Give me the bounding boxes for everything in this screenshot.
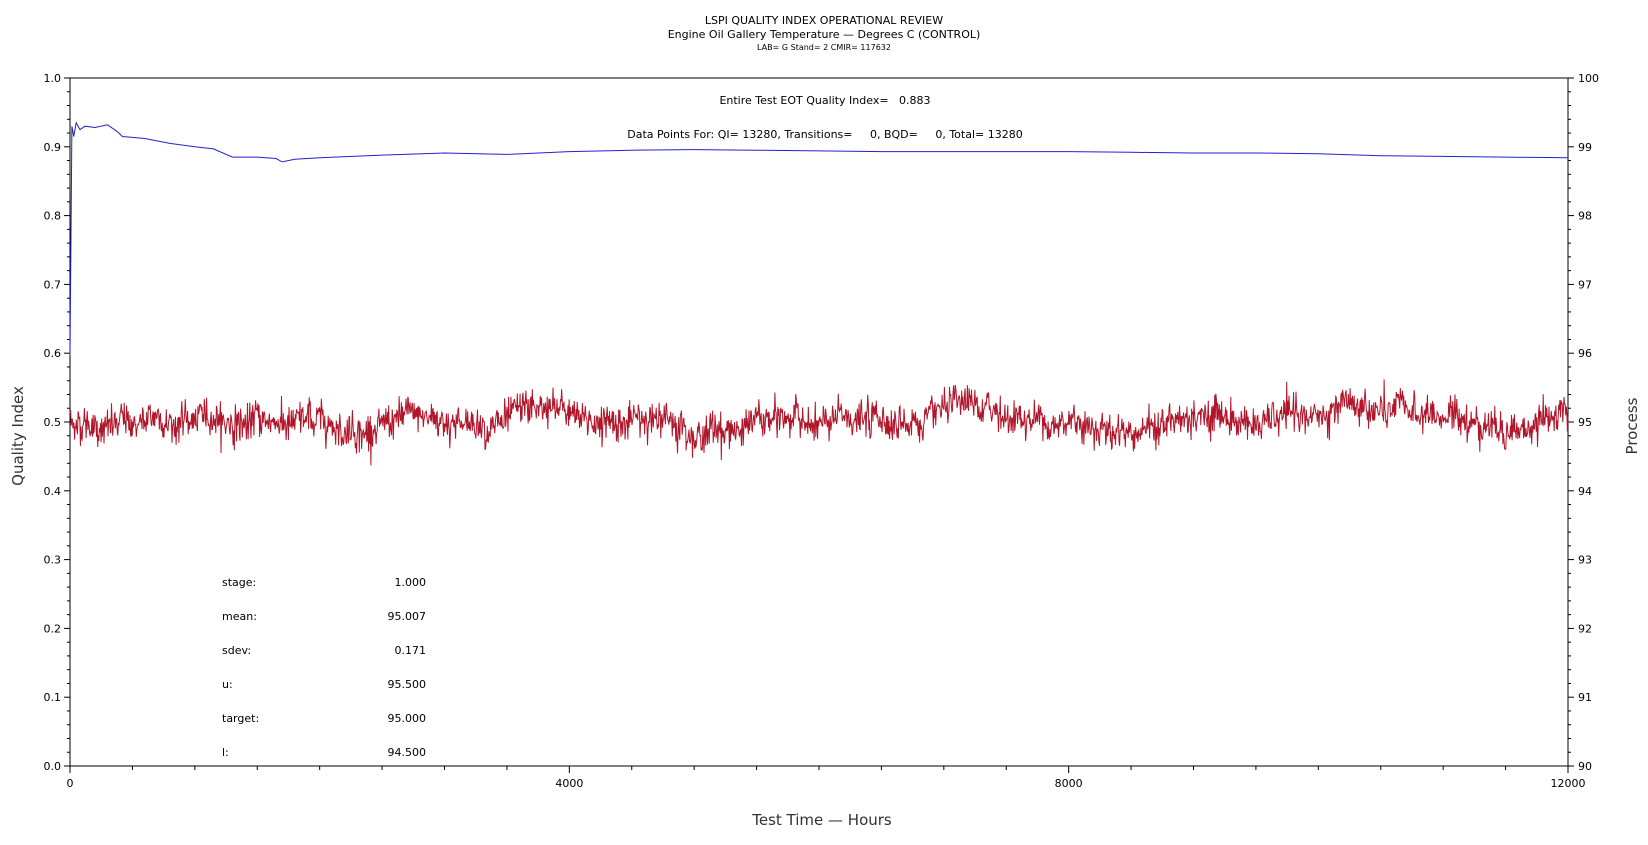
y2-tick-label: 95 (1578, 416, 1592, 429)
y-tick-label: 0.5 (44, 416, 62, 429)
y-tick-label: 0.0 (44, 760, 62, 773)
stat-value: 95.007 (388, 610, 427, 623)
y2-tick-label: 94 (1578, 485, 1592, 498)
y2-tick-label: 96 (1578, 347, 1592, 360)
y-tick-label: 0.6 (44, 347, 62, 360)
chart-meta: LAB= G Stand= 2 CMIR= 117632 (757, 43, 891, 52)
stat-value: 95.500 (388, 678, 427, 691)
y-axis-title: Quality Index (9, 386, 27, 486)
quality-index-series-group (69, 121, 1569, 356)
labels-group: 0.0 0.1 0.2 0.3 0.4 0.5 0.6 0.7 0.8 0.9 1.0 90 91 92 9… (44, 72, 1600, 790)
x-tick-label: 4000 (555, 777, 583, 790)
stat-value: 94.500 (388, 746, 427, 759)
y-tick-label: 0.4 (44, 485, 62, 498)
y-tick-label: 0.2 (44, 622, 62, 635)
y-tick-label: 0.1 (44, 691, 62, 704)
stat-label: stage: (222, 576, 256, 589)
stat-label: target: (222, 712, 259, 725)
quality-index-annotation: Entire Test EOT Quality Index= 0.883 (719, 94, 930, 107)
quality-index-series-line (69, 121, 1569, 356)
y-tick-label: 0.9 (44, 141, 62, 154)
stat-label: u: (222, 678, 233, 691)
stat-value: 95.000 (388, 712, 427, 725)
stat-label: mean: (222, 610, 257, 623)
y2-axis-title: Process (1623, 397, 1641, 454)
y2-tick-label: 99 (1578, 141, 1592, 154)
y2-tick-label: 98 (1578, 210, 1592, 223)
y-tick-label: 0.7 (44, 278, 62, 291)
chart-title: LSPI QUALITY INDEX OPERATIONAL REVIEW (704, 14, 944, 27)
x-tick-label: 0 (67, 777, 74, 790)
chart-subtitle: Engine Oil Gallery Temperature — Degrees… (667, 28, 981, 41)
y2-tick-label: 97 (1578, 278, 1592, 291)
y2-tick-label: 100 (1578, 72, 1599, 85)
y2-tick-label: 93 (1578, 554, 1592, 567)
process-series-group (69, 379, 1569, 466)
x-tick-label: 12000 (1551, 777, 1586, 790)
stat-value: 0.171 (395, 644, 427, 657)
y-tick-label: 0.8 (44, 210, 62, 223)
x-axis-title: Test Time — Hours (751, 811, 892, 829)
y2-tick-label: 91 (1578, 691, 1592, 704)
process-series-line (69, 379, 1569, 466)
y-tick-label: 0.3 (44, 554, 62, 567)
stat-label: l: (222, 746, 229, 759)
stat-value: 1.000 (395, 576, 427, 589)
y-tick-label: 1.0 (44, 72, 62, 85)
y2-tick-label: 90 (1578, 760, 1592, 773)
data-points-annotation: Data Points For: QI= 13280, Transitions=… (627, 128, 1022, 141)
x-tick-label: 8000 (1055, 777, 1083, 790)
y2-tick-label: 92 (1578, 622, 1592, 635)
stat-label: sdev: (222, 644, 251, 657)
